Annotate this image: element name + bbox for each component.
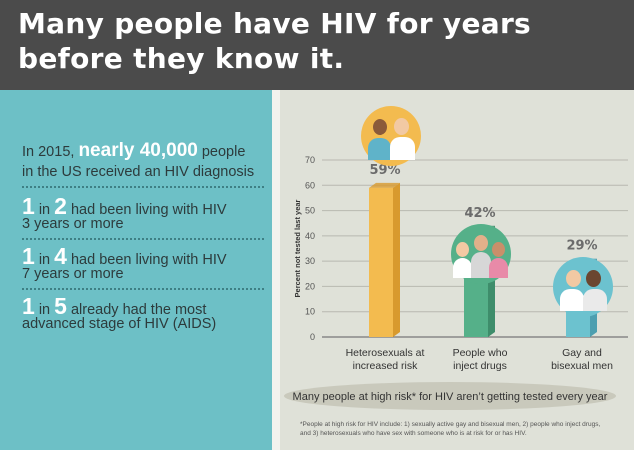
person-body-icon	[471, 252, 491, 278]
y-tick-label: 10	[305, 307, 315, 317]
gay-bisexual-men-people-icon	[553, 257, 613, 317]
stat1-in: in	[38, 202, 51, 218]
stat3-text: already had the most	[70, 302, 207, 318]
chart-caption: Many people at high risk* for HIV aren’t…	[293, 391, 608, 403]
divider-1	[22, 186, 264, 188]
person-head-icon	[394, 118, 409, 135]
person-body-icon	[368, 138, 391, 160]
intro-prefix: In 2015,	[22, 144, 75, 160]
divider-3	[22, 288, 264, 290]
footnote-line-1: *People at high risk for HIV include: 1)…	[300, 421, 601, 428]
stat1-text: had been living with HIV	[70, 202, 227, 218]
stat2-text: had been living with HIV	[70, 252, 227, 268]
stat1-line-2: 3 years or more	[22, 216, 124, 232]
stat3-in: in	[38, 302, 51, 318]
heterosexuals-people-icon	[361, 106, 421, 166]
bar	[369, 187, 393, 337]
stat3-num2: 5	[54, 293, 67, 319]
person-body-icon	[583, 289, 607, 311]
stat2-line-1: 1 in 4 had been living with HIV	[22, 245, 227, 269]
person-body-icon	[390, 137, 415, 160]
caption-banner	[284, 382, 616, 410]
intro-line-1: In 2015, nearly 40,000 people	[22, 140, 246, 161]
person-head-icon	[566, 270, 581, 287]
category-label: inject drugs	[453, 360, 507, 372]
footnote: *People at high risk for HIV include: 1)…	[300, 420, 628, 438]
footnote-line-2: and 3) heterosexuals who have sex with s…	[300, 430, 527, 437]
y-tick-label: 20	[305, 281, 315, 291]
y-tick-label: 50	[305, 206, 315, 216]
panel-divider-strip	[272, 90, 280, 450]
intro-suffix: people	[201, 144, 246, 160]
bar-side	[393, 182, 400, 337]
bar-top	[369, 182, 400, 188]
bar-value-label: 42%	[464, 206, 495, 221]
category-label: bisexual men	[551, 360, 613, 372]
person-head-icon	[456, 242, 469, 257]
intro-highlight: nearly 40,000	[78, 140, 198, 161]
divider-2	[22, 238, 264, 240]
title-line-2: before they know it.	[18, 42, 345, 75]
person-head-icon	[492, 242, 505, 257]
category-label: People who	[453, 347, 508, 359]
page-title: Many people have HIV for years before th…	[18, 6, 531, 76]
person-head-icon	[586, 270, 601, 287]
y-tick-label: 40	[305, 231, 315, 241]
category-label: Heterosexuals at	[346, 347, 425, 359]
category-label: increased risk	[353, 360, 419, 372]
left-stats-panel: In 2015, nearly 40,000 people in the US …	[0, 90, 272, 450]
person-head-icon	[474, 235, 488, 251]
stat2-in: in	[38, 252, 51, 268]
drug-users-people-icon	[451, 224, 511, 284]
bar-value-label: 59%	[369, 163, 400, 178]
y-tick-label: 0	[310, 332, 315, 342]
stat3-num: 1	[22, 293, 35, 319]
stat3-line-2: advanced stage of HIV (AIDS)	[22, 316, 217, 332]
person-body-icon	[560, 289, 584, 311]
header-banner: Many people have HIV for years before th…	[0, 0, 634, 90]
person-body-icon	[453, 258, 472, 278]
title-line-1: Many people have HIV for years	[18, 7, 532, 40]
stat3-line-1: 1 in 5 already had the most	[22, 295, 207, 319]
stat1-num: 1	[22, 193, 35, 219]
stat2-num2: 4	[54, 243, 67, 269]
category-label: Gay and	[562, 347, 602, 359]
stat2-num: 1	[22, 243, 35, 269]
chart-area: Percent not tested last year 0 10 20 30 40 50 6…	[280, 90, 634, 450]
intro-line-2: in the US received an HIV diagnosis	[22, 164, 255, 180]
y-tick-label: 70	[305, 155, 315, 165]
bar-value-label: 29%	[566, 239, 597, 254]
y-tick-label: 30	[305, 256, 315, 266]
stat2-line-2: 7 years or more	[22, 266, 124, 282]
stat1-line-1: 1 in 2 had been living with HIV	[22, 195, 227, 219]
stat1-num2: 2	[54, 193, 67, 219]
y-tick-label: 60	[305, 180, 315, 190]
person-head-icon	[373, 119, 387, 135]
y-axis-title: Percent not tested last year	[293, 199, 302, 297]
person-body-icon	[489, 258, 508, 278]
